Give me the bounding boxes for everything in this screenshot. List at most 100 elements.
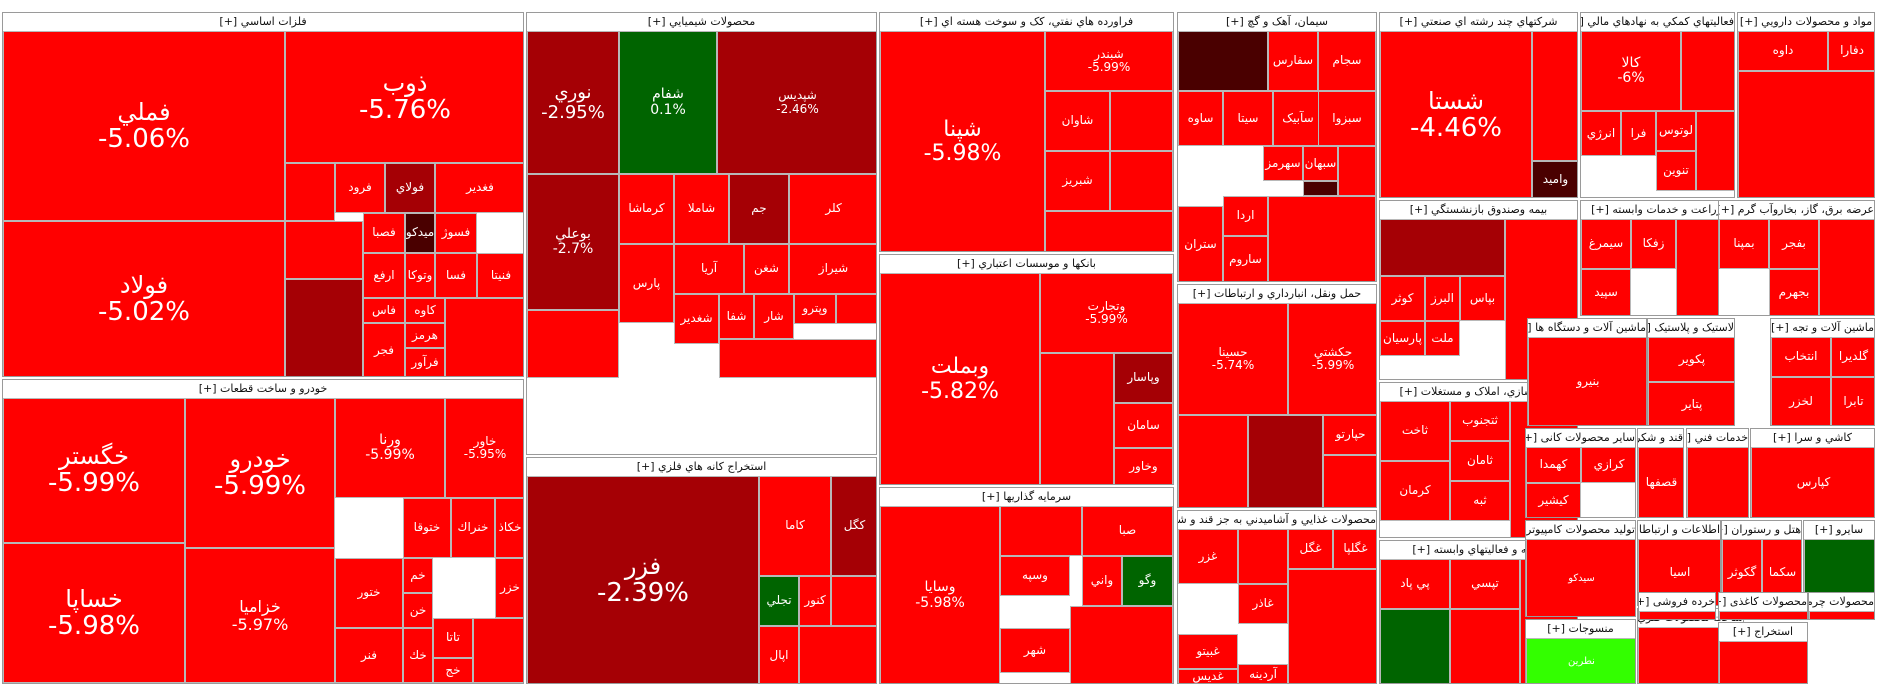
sector-title[interactable]: ماشين آلات و تجه [+] [1771,319,1874,337]
treemap-cell[interactable] [1070,606,1173,683]
treemap-cell[interactable] [1338,146,1376,196]
sector-title[interactable]: استخراج کانه هاي فلزي [+] [527,458,876,476]
treemap-tile[interactable]: وسپه [1000,556,1070,596]
treemap-tile[interactable]: فنيتا [477,253,523,298]
sector-title[interactable]: هتل و رستوران [+] [1722,521,1801,539]
treemap-tile[interactable]: سامان [1114,403,1173,448]
treemap-cell[interactable] [1819,219,1874,315]
treemap-tile[interactable]: کلر [789,174,876,244]
treemap-tile[interactable]: خزر [495,558,523,618]
treemap-tile[interactable]: شيراز [789,244,876,294]
treemap-tile[interactable]: ثبه [1450,481,1510,521]
treemap-tile[interactable]: کاوه [405,298,445,323]
treemap-tile[interactable]: فسوژ [435,213,477,253]
treemap-tile[interactable]: فملي -5.06% [3,31,285,221]
treemap-tile[interactable]: وپترو [794,294,836,324]
treemap-tile[interactable]: جم [729,174,789,244]
treemap-tile[interactable]: فرا [1621,111,1656,156]
treemap-tile[interactable]: سهرمز [1263,146,1303,181]
treemap-cell[interactable] [1045,211,1173,251]
treemap-tile[interactable]: کرماشا [619,174,674,244]
treemap-tile[interactable]: تجلي [759,576,799,626]
treemap-tile[interactable]: اپال [759,626,799,683]
treemap-cell[interactable] [1681,31,1734,111]
treemap-tile[interactable]: سيمرغ [1581,219,1631,269]
treemap-tile[interactable]: شفام 0.1% [619,31,717,174]
treemap-tile[interactable]: سجام [1318,31,1376,91]
treemap-cell[interactable] [285,163,335,221]
treemap-tile[interactable]: تاتا [433,618,473,658]
treemap-tile[interactable]: داوه [1738,31,1828,71]
treemap-tile[interactable]: وتجارت -5.99% [1040,273,1173,353]
sector-title[interactable]: خدمات فني [+] [1687,429,1748,447]
treemap-cell[interactable] [1380,219,1505,276]
treemap-tile[interactable]: لخزر [1771,377,1831,425]
treemap-tile[interactable]: بمپنا [1719,219,1769,269]
sector-title[interactable]: خودرو و ساخت قطعات [+] [3,380,523,398]
treemap-tile[interactable]: حکشتي -5.99% [1288,303,1376,415]
treemap-cell[interactable] [473,618,523,683]
sector-title[interactable]: سرمايه گذاريها [+] [880,488,1173,506]
treemap-tile[interactable]: صبا [1082,506,1173,556]
treemap-tile[interactable]: خم [403,558,433,593]
treemap-tile[interactable]: فصبا [363,213,405,253]
treemap-tile[interactable]: فسا [435,253,477,298]
treemap-cell[interactable] [527,310,619,378]
treemap-tile[interactable]: خج [433,658,473,683]
treemap-tile[interactable]: وتوکا [405,253,435,298]
treemap-tile[interactable]: واميد [1532,161,1577,197]
treemap-tile[interactable]: ورنا -5.99% [335,398,445,498]
treemap-cell[interactable] [1532,31,1577,161]
treemap-tile[interactable]: خكاذ [495,498,523,558]
treemap-cell[interactable] [1380,609,1450,683]
sector-title[interactable]: شرکتهاي چند رشته اي صنعتي [+] [1380,13,1577,31]
treemap-tile[interactable]: کرازي [1581,447,1635,483]
treemap-tile[interactable]: ميدکو [405,213,435,253]
treemap-tile[interactable]: آردينه [1238,664,1288,683]
treemap-tile[interactable]: شبريز [1045,151,1110,211]
treemap-tile[interactable]: شپنا -5.98% [880,31,1045,251]
sector-title[interactable]: محصولات کاغذی [+] [1719,593,1807,611]
treemap-cell[interactable] [1248,415,1323,507]
sector-title[interactable]: فلزات اساسي [+] [3,13,523,31]
treemap-cell[interactable] [836,294,876,324]
treemap-tile[interactable]: پکوير [1648,337,1734,382]
treemap-tile[interactable]: واني [1082,556,1122,606]
treemap-tile[interactable]: نوري -2.95% [527,31,619,174]
treemap-tile[interactable]: غگل [1288,529,1333,569]
treemap-tile[interactable]: کگل [831,476,876,576]
treemap-tile[interactable]: اردا [1223,196,1268,236]
treemap-cell[interactable] [285,221,363,279]
treemap-tile[interactable]: لوتوس [1656,111,1696,151]
treemap-cell[interactable] [1178,415,1248,507]
treemap-tile[interactable]: ملت [1425,321,1460,356]
treemap-cell[interactable] [1639,611,1715,619]
treemap-cell[interactable] [445,298,523,376]
treemap-cell[interactable] [1110,91,1173,151]
treemap-tile[interactable]: خگستر -5.99% [3,398,185,543]
treemap-tile[interactable]: خك [403,628,433,683]
treemap-tile[interactable]: شفا [719,294,754,339]
treemap-tile[interactable]: فولاي [385,163,435,213]
treemap-cell[interactable] [1696,111,1734,191]
sector-title[interactable]: فعاليتهاي کمکي به نهادهاي مالي [+] [1581,13,1734,31]
treemap-tile[interactable]: ثتجنوب [1450,401,1510,441]
treemap-tile[interactable]: کنور [799,576,831,626]
treemap-tile[interactable]: خساپا -5.98% [3,543,185,683]
treemap-tile[interactable]: وپاسار [1114,353,1173,403]
treemap-tile[interactable]: هرمز [405,323,445,348]
treemap-tile[interactable]: ذوب -5.76% [285,31,523,163]
treemap-cell[interactable] [1719,611,1807,619]
treemap-tile[interactable]: وسايا -5.98% [880,506,1000,683]
treemap-tile[interactable]: تپسي [1450,559,1520,609]
treemap-tile[interactable]: فغدير [435,163,523,213]
treemap-tile[interactable]: خودرو -5.99% [185,398,335,548]
treemap-tile[interactable]: سيدکو [1526,539,1635,616]
treemap-tile[interactable]: غاذر [1238,584,1288,624]
treemap-cell[interactable] [1450,609,1520,683]
treemap-tile[interactable]: دفارا [1828,31,1874,71]
treemap-tile[interactable]: تنوين [1656,151,1696,191]
treemap-cell[interactable] [1303,181,1338,196]
sector-title[interactable]: عرضه برق، گاز، بخاروآب گرم [+] [1719,201,1874,219]
treemap-tile[interactable]: سپيد [1581,269,1631,315]
